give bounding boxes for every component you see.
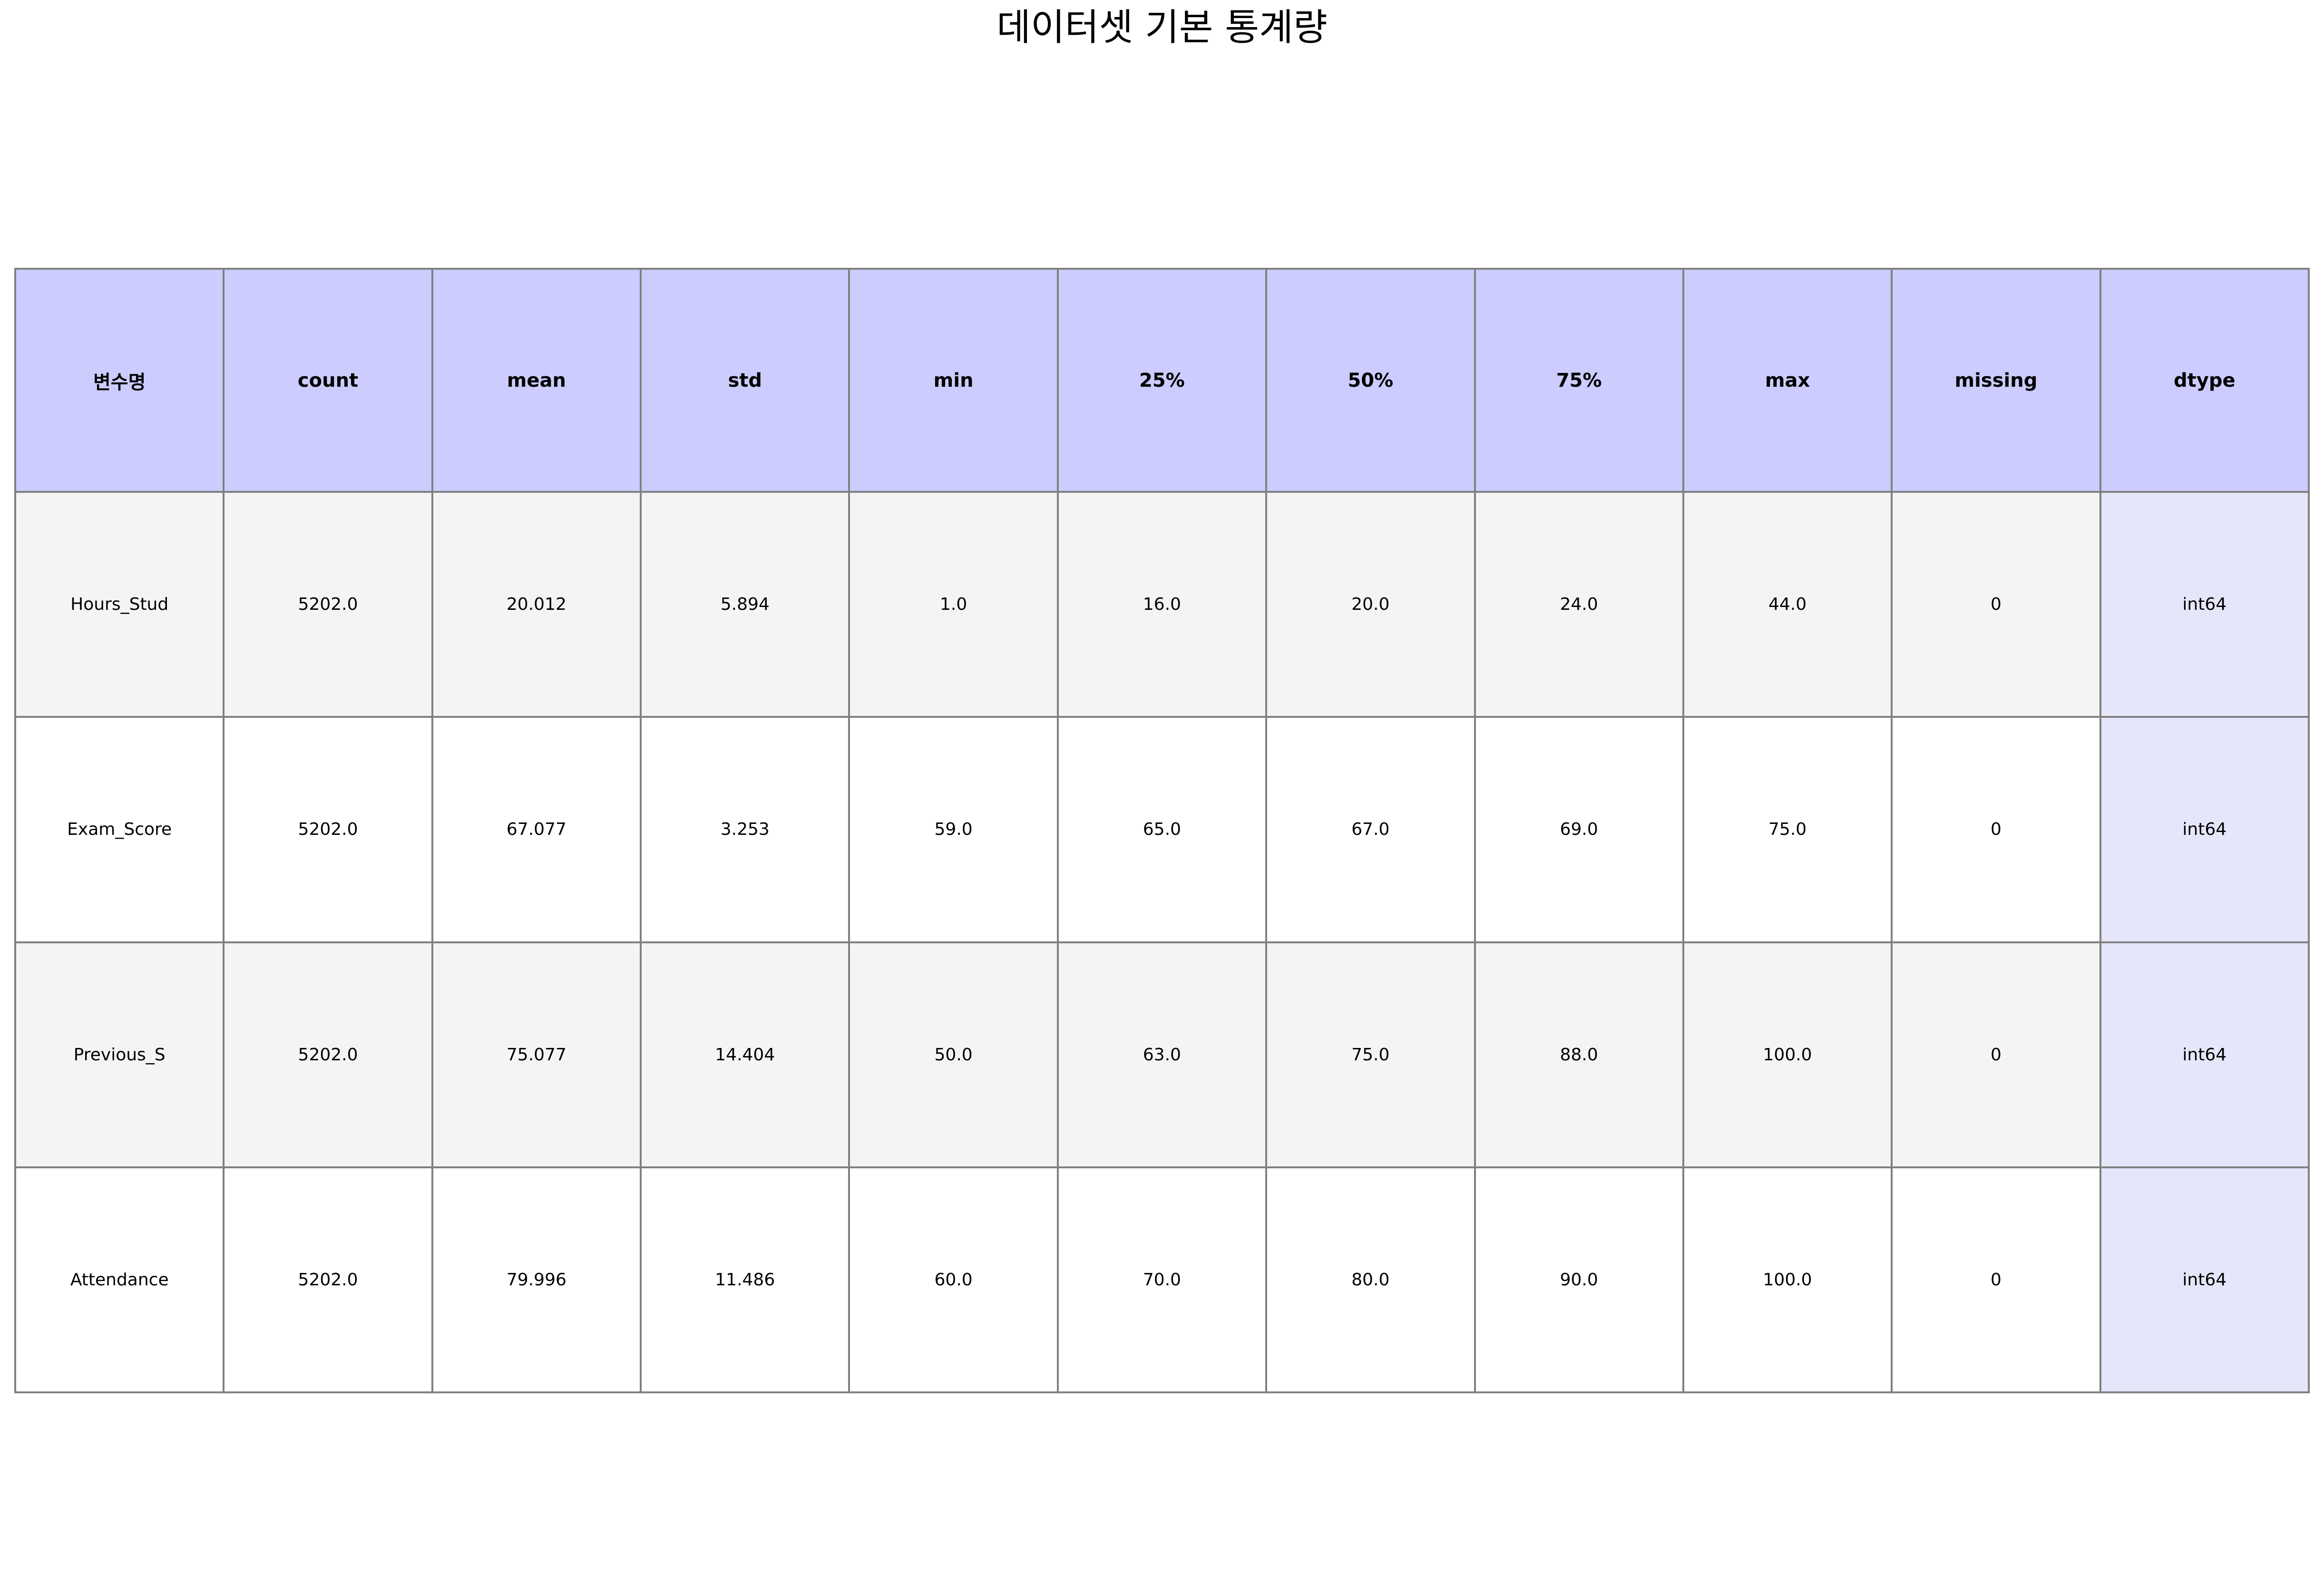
table-cell: 59.0 — [848, 716, 1059, 943]
dtype-cell: int64 — [2099, 1166, 2310, 1394]
chart-title: 데이터셋 기본 통계량 — [996, 6, 1328, 49]
table-cell: Hours_Stud — [14, 490, 225, 718]
dtype-cell: int64 — [2099, 716, 2310, 943]
table-cell: 5202.0 — [223, 716, 433, 943]
table-cell: 5202.0 — [223, 1166, 433, 1394]
table-cell: 24.0 — [1474, 490, 1684, 718]
dtype-cell: int64 — [2099, 490, 2310, 718]
header-max: max — [1682, 268, 1893, 493]
dtype-cell: int64 — [2099, 941, 2310, 1168]
table-cell: 79.996 — [431, 1166, 642, 1394]
table-cell: 0 — [1891, 716, 2101, 943]
stats-table: 변수명 count mean std min 25% 50% 75% max m… — [14, 268, 2310, 1394]
table-cell: 0 — [1891, 1166, 2101, 1394]
table-cell: 16.0 — [1056, 490, 1268, 718]
header-mean: mean — [431, 268, 642, 493]
header-50pct: 50% — [1265, 268, 1476, 493]
table-cell: 67.0 — [1265, 716, 1476, 943]
table-cell: 75.0 — [1265, 941, 1476, 1168]
table-cell: 44.0 — [1682, 490, 1893, 718]
table-row: Exam_Score 5202.0 67.077 3.253 59.0 65.0… — [14, 716, 2310, 943]
header-count: count — [223, 268, 433, 493]
table-cell: 69.0 — [1474, 716, 1684, 943]
table-cell: 5202.0 — [223, 490, 433, 718]
table-cell: 100.0 — [1682, 941, 1893, 1168]
header-dtype: dtype — [2099, 268, 2310, 493]
table-cell: 67.077 — [431, 716, 642, 943]
table-cell: 1.0 — [848, 490, 1059, 718]
header-25pct: 25% — [1056, 268, 1268, 493]
table-cell: 5202.0 — [223, 941, 433, 1168]
table-cell: 20.0 — [1265, 490, 1476, 718]
table-cell: 0 — [1891, 490, 2101, 718]
table-row: Hours_Stud 5202.0 20.012 5.894 1.0 16.0 … — [14, 490, 2310, 718]
header-min: min — [848, 268, 1059, 493]
table-cell: Previous_S — [14, 941, 225, 1168]
table-cell: 3.253 — [640, 716, 850, 943]
table-cell: 60.0 — [848, 1166, 1059, 1394]
header-row: 변수명 count mean std min 25% 50% 75% max m… — [14, 268, 2310, 493]
table-cell: 20.012 — [431, 490, 642, 718]
header-variable-name: 변수명 — [14, 268, 225, 493]
table-cell: 65.0 — [1056, 716, 1268, 943]
table-cell: Attendance — [14, 1166, 225, 1394]
table-cell: 63.0 — [1056, 941, 1268, 1168]
table-cell: 50.0 — [848, 941, 1059, 1168]
table-cell: 75.0 — [1682, 716, 1893, 943]
table-row: Attendance 5202.0 79.996 11.486 60.0 70.… — [14, 1166, 2310, 1394]
table-cell: 75.077 — [431, 941, 642, 1168]
table-cell: 100.0 — [1682, 1166, 1893, 1394]
table-cell: 0 — [1891, 941, 2101, 1168]
table-cell: 5.894 — [640, 490, 850, 718]
table-cell: 70.0 — [1056, 1166, 1268, 1394]
table-cell: 88.0 — [1474, 941, 1684, 1168]
table-row: Previous_S 5202.0 75.077 14.404 50.0 63.… — [14, 941, 2310, 1168]
header-75pct: 75% — [1474, 268, 1684, 493]
table-cell: 90.0 — [1474, 1166, 1684, 1394]
header-std: std — [640, 268, 850, 493]
table-cell: 14.404 — [640, 941, 850, 1168]
header-missing: missing — [1891, 268, 2101, 493]
table-cell: 11.486 — [640, 1166, 850, 1394]
table-cell: 80.0 — [1265, 1166, 1476, 1394]
table-cell: Exam_Score — [14, 716, 225, 943]
